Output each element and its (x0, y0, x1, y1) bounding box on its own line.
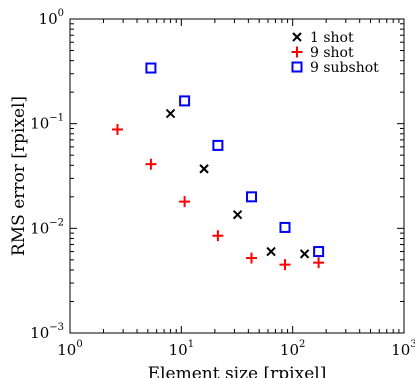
data-point (266, 246, 276, 257)
plot-frame (69, 18, 405, 334)
data-point (165, 108, 176, 119)
data-point (232, 209, 243, 220)
y-tick-label: 100 (39, 8, 64, 28)
y-tick-label: 10−2 (30, 217, 64, 237)
y-axis-title: RMS error [rpixel] (9, 96, 29, 256)
y-tick-label: 10−3 (30, 322, 64, 342)
series-1-shot (165, 108, 310, 259)
data-point (111, 123, 123, 135)
data-point (246, 191, 258, 203)
data-point (313, 246, 325, 258)
data-point (145, 62, 157, 74)
x-tick-label: 101 (169, 339, 194, 359)
legend-label: 9 subshot (310, 60, 379, 76)
legend-label: 9 shot (310, 45, 354, 61)
data-point (179, 196, 191, 208)
legend-label: 1 shot (310, 30, 354, 46)
x-tick-label: 103 (391, 339, 415, 359)
legend-marker (291, 61, 303, 73)
series-9-shot (111, 123, 325, 271)
legend-marker (292, 32, 302, 42)
x-axis-title: Element size [rpixel] (148, 364, 327, 378)
plot-area (70, 19, 404, 333)
data-point (299, 249, 310, 259)
data-point (199, 164, 209, 174)
data-point (279, 221, 291, 233)
data-point (212, 139, 224, 151)
x-tick-label: 100 (57, 339, 82, 359)
data-point (179, 95, 191, 107)
data-point (246, 252, 258, 264)
series-9-subshot (145, 62, 325, 258)
data-point (212, 230, 224, 242)
data-point (279, 259, 291, 271)
data-point (145, 158, 157, 170)
data-point (313, 257, 325, 269)
legend-marker (291, 46, 303, 58)
x-tick-label: 102 (280, 339, 305, 359)
y-tick-label: 10−1 (30, 113, 64, 133)
